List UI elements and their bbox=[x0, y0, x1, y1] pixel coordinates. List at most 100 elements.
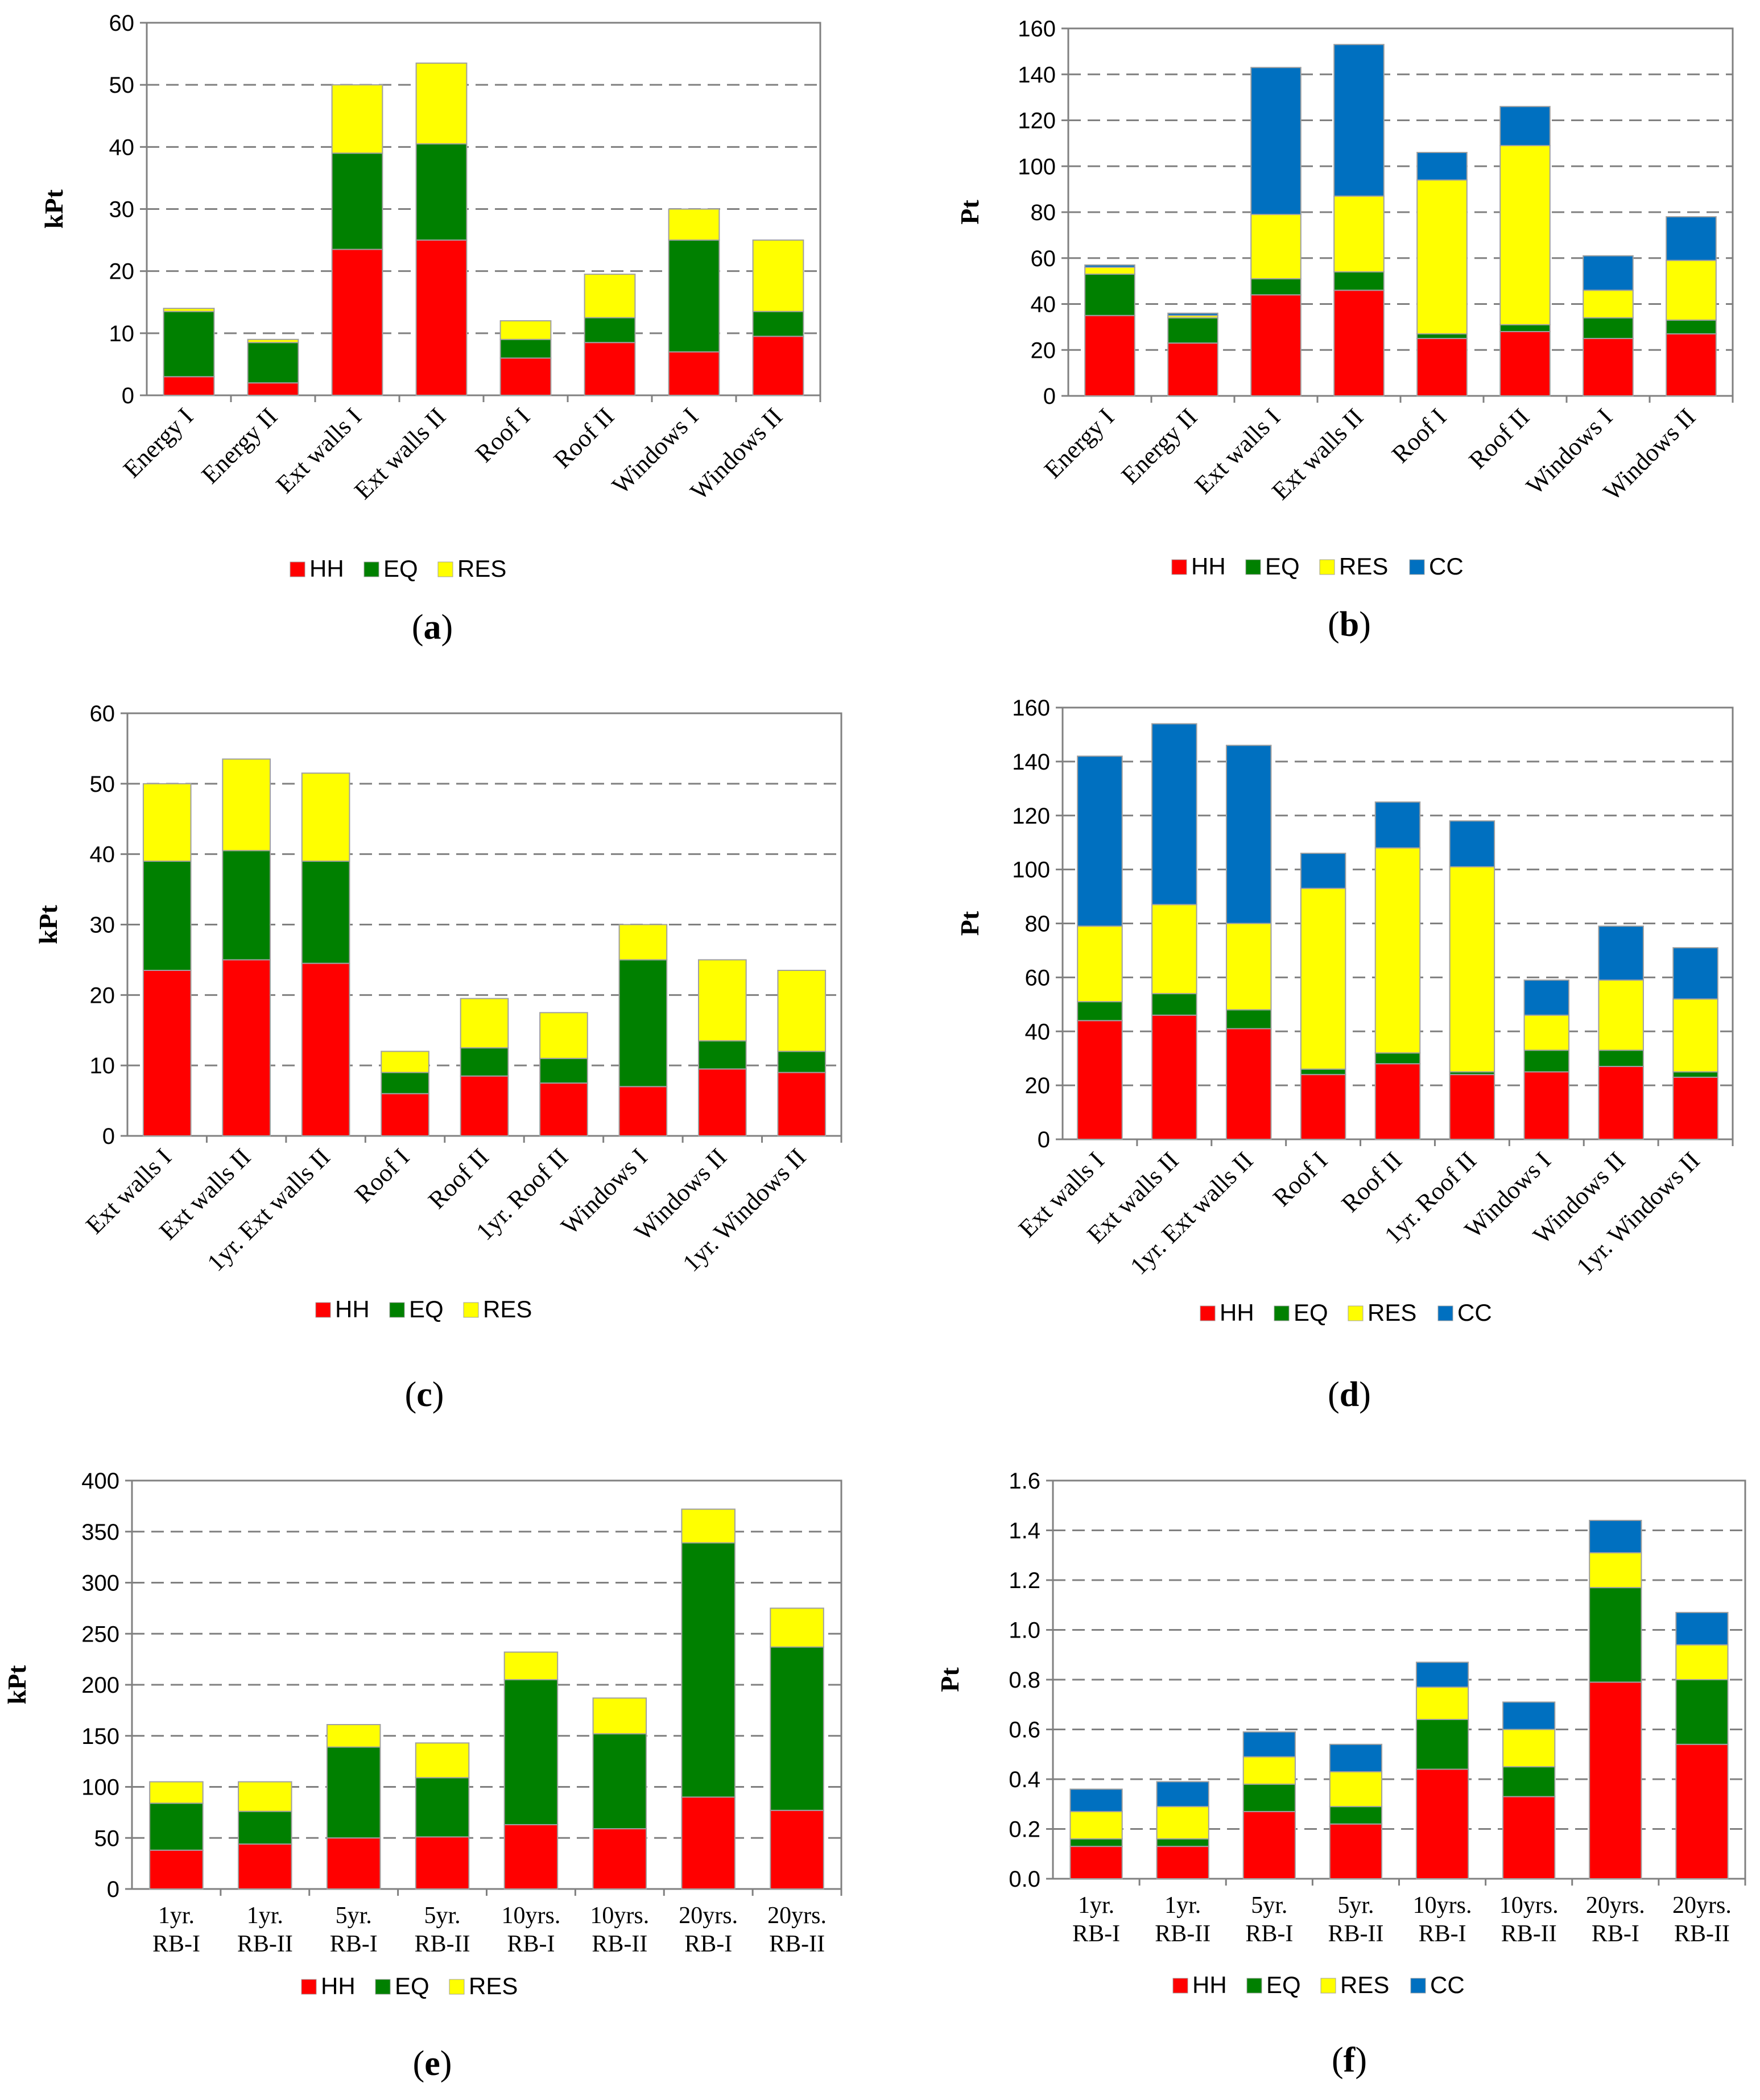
x-tick-label: RB-II bbox=[769, 1931, 825, 1957]
bar-RES-4 bbox=[415, 62, 468, 144]
x-tick-label: 20yrs. bbox=[679, 1903, 738, 1929]
chart-f: 0.00.20.40.60.81.01.21.41.6Pt1yr.RB-I1yr… bbox=[935, 1469, 1746, 2080]
bar-RES-9 bbox=[1672, 998, 1718, 1073]
x-tick-label: 1yr. bbox=[1078, 1892, 1114, 1919]
y-tick-label: 0.4 bbox=[1009, 1767, 1040, 1792]
bar-EQ-7 bbox=[1589, 1587, 1642, 1683]
legend-label-CC: CC bbox=[1457, 1299, 1492, 1326]
bar-RES-2 bbox=[247, 338, 299, 344]
x-tick-label: 5yr. bbox=[424, 1903, 460, 1929]
bar-EQ-4 bbox=[1300, 1068, 1346, 1076]
bar-HH-9 bbox=[1672, 1076, 1718, 1140]
bar-EQ-9 bbox=[1672, 1071, 1718, 1078]
bar-RES-4 bbox=[1333, 195, 1385, 272]
bar-HH-5 bbox=[503, 1824, 559, 1890]
bar-EQ-1 bbox=[1069, 1838, 1123, 1847]
bar-EQ-7 bbox=[1523, 1049, 1570, 1073]
y-tick-label: 0 bbox=[1038, 1127, 1050, 1152]
legend-swatch-RES bbox=[1320, 1978, 1336, 1994]
bar-CC-2 bbox=[1167, 312, 1218, 316]
y-tick-label: 100 bbox=[1018, 154, 1056, 179]
legend-swatch-HH bbox=[315, 1302, 331, 1318]
legend-label-EQ: EQ bbox=[1294, 1299, 1328, 1326]
y-tick-label: 40 bbox=[109, 135, 135, 160]
y-axis-label: kPt bbox=[2, 1665, 31, 1705]
bar-EQ-3 bbox=[1242, 1783, 1296, 1812]
y-tick-label: 0 bbox=[122, 383, 134, 408]
y-tick-label: 40 bbox=[1025, 1019, 1051, 1044]
bar-CC-2 bbox=[1156, 1781, 1209, 1808]
bar-EQ-7 bbox=[681, 1542, 736, 1798]
bar-CC-1 bbox=[1069, 1788, 1123, 1812]
bar-HH-4 bbox=[1329, 1823, 1383, 1879]
bar-HH-7 bbox=[1523, 1071, 1570, 1140]
bar-HH-3 bbox=[1242, 1810, 1296, 1879]
bar-EQ-5 bbox=[460, 1047, 509, 1077]
bar-EQ-3 bbox=[326, 1746, 381, 1839]
bar-RES-1 bbox=[149, 1781, 204, 1804]
bar-CC-1 bbox=[1077, 755, 1123, 927]
bar-EQ-6 bbox=[592, 1733, 647, 1830]
bar-EQ-2 bbox=[1151, 993, 1197, 1016]
bar-CC-6 bbox=[1502, 1701, 1556, 1730]
y-tick-label: 0.0 bbox=[1009, 1867, 1040, 1892]
bar-RES-8 bbox=[1666, 259, 1717, 321]
bar-EQ-4 bbox=[415, 1777, 470, 1838]
bar-CC-8 bbox=[1666, 216, 1717, 261]
legend-label-EQ: EQ bbox=[1265, 553, 1300, 580]
bar-HH-3 bbox=[1250, 294, 1302, 396]
y-tick-label: 60 bbox=[109, 11, 135, 36]
bar-HH-2 bbox=[1167, 342, 1218, 397]
x-tick-label: RB-I bbox=[684, 1931, 732, 1957]
bar-RES-1 bbox=[1084, 266, 1135, 275]
bar-HH-6 bbox=[1499, 330, 1551, 397]
bar-HH-3 bbox=[301, 962, 350, 1136]
bar-CC-5 bbox=[1415, 1661, 1469, 1688]
y-tick-label: 50 bbox=[109, 73, 135, 98]
bar-HH-5 bbox=[1416, 338, 1468, 396]
legend-label-RES: RES bbox=[1367, 1299, 1416, 1326]
legend-label-HH: HH bbox=[1220, 1299, 1254, 1326]
bar-CC-8 bbox=[1598, 925, 1644, 981]
bar-CC-7 bbox=[1583, 255, 1634, 291]
bar-EQ-3 bbox=[301, 861, 350, 964]
bar-RES-4 bbox=[381, 1051, 429, 1073]
bar-RES-7 bbox=[1523, 1014, 1570, 1051]
bar-HH-7 bbox=[1589, 1681, 1642, 1879]
bar-HH-6 bbox=[539, 1082, 588, 1136]
bar-EQ-6 bbox=[539, 1057, 588, 1084]
bar-HH-1 bbox=[142, 969, 192, 1137]
bar-EQ-7 bbox=[618, 959, 668, 1088]
y-tick-label: 50 bbox=[90, 772, 115, 797]
legend-swatch-CC bbox=[1409, 559, 1425, 575]
y-axis-label: kPt bbox=[39, 189, 68, 229]
y-tick-label: 1.2 bbox=[1009, 1568, 1040, 1593]
bar-EQ-8 bbox=[1666, 319, 1717, 334]
x-tick-label: RB-II bbox=[415, 1931, 470, 1957]
x-tick-label: 10yrs. bbox=[1499, 1892, 1559, 1919]
bar-EQ-4 bbox=[381, 1072, 429, 1094]
bar-EQ-5 bbox=[1416, 333, 1468, 340]
bar-RES-2 bbox=[222, 758, 271, 851]
x-tick-label: 5yr. bbox=[336, 1903, 372, 1929]
x-tick-label: RB-I bbox=[152, 1931, 200, 1957]
legend-swatch-EQ bbox=[363, 561, 379, 577]
y-tick-label: 120 bbox=[1018, 109, 1056, 134]
legend-swatch-HH bbox=[1172, 1978, 1188, 1994]
bar-HH-4 bbox=[1300, 1074, 1346, 1140]
y-tick-label: 80 bbox=[1031, 200, 1056, 225]
bar-HH-8 bbox=[1675, 1743, 1729, 1879]
legend-label-RES: RES bbox=[469, 1973, 518, 1999]
bar-EQ-3 bbox=[331, 152, 383, 250]
y-axis-label: Pt bbox=[955, 200, 984, 225]
bar-HH-5 bbox=[1415, 1768, 1469, 1879]
bar-RES-3 bbox=[331, 84, 383, 154]
bar-EQ-1 bbox=[149, 1803, 204, 1851]
x-tick-label: Ext walls II bbox=[349, 402, 451, 505]
bar-HH-7 bbox=[1583, 338, 1634, 396]
x-tick-label: 20yrs. bbox=[1672, 1892, 1732, 1919]
bar-CC-6 bbox=[1499, 106, 1551, 146]
x-tick-label: 10yrs. bbox=[502, 1903, 561, 1929]
bar-EQ-2 bbox=[1167, 317, 1218, 344]
